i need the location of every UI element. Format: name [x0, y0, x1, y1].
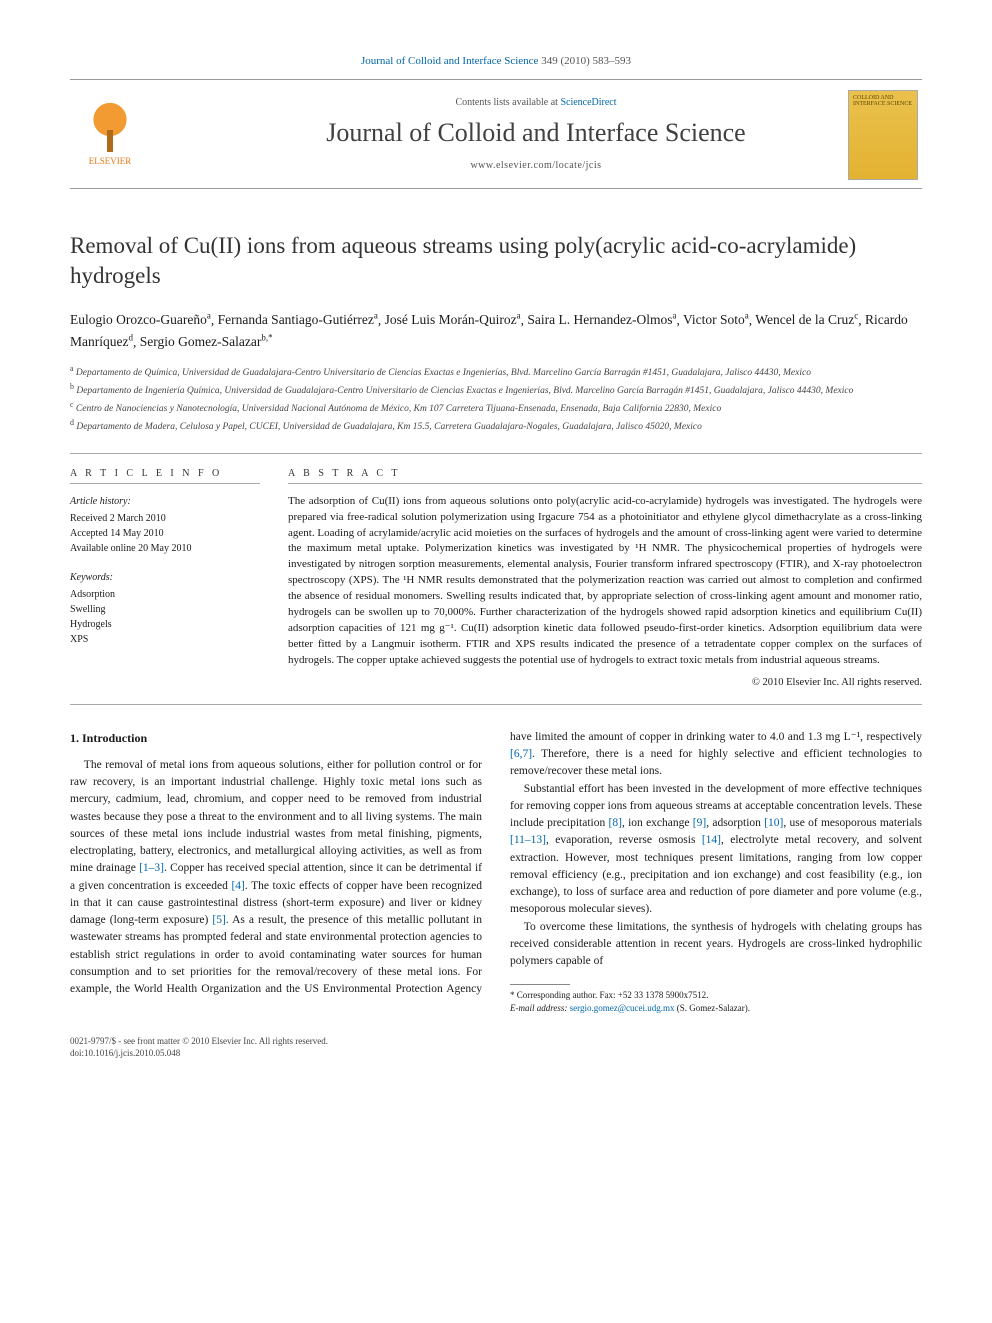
author: Sergio Gomez-Salazarb,*: [140, 334, 273, 349]
author: Victor Sotoa: [683, 312, 749, 327]
body-span: , electrolyte metal recovery, and solven…: [510, 834, 922, 915]
keyword: Adsorption: [70, 587, 260, 602]
citation-link[interactable]: [5]: [212, 914, 225, 926]
keyword: Swelling: [70, 602, 260, 617]
affiliation: b Departamento de Ingeniería Química, Un…: [70, 381, 922, 399]
footnote-email-who: (S. Gomez-Salazar).: [675, 1003, 750, 1013]
section-heading: 1. Introduction: [70, 729, 482, 747]
keywords-label: Keywords:: [70, 570, 260, 585]
body-span: , ion exchange: [622, 817, 693, 829]
article-title: Removal of Cu(II) ions from aqueous stre…: [70, 231, 922, 291]
corresponding-footnote: * Corresponding author. Fax: +52 33 1378…: [510, 989, 922, 1014]
affiliation-list: a Departamento de Química, Universidad d…: [70, 363, 922, 435]
abstract-heading: A B S T R A C T: [288, 468, 922, 484]
footnote-email-link[interactable]: sergio.gomez@cucei.udg.mx: [570, 1003, 675, 1013]
journal-url[interactable]: www.elsevier.com/locate/jcis: [150, 160, 922, 171]
body-span: The removal of metal ions from aqueous s…: [70, 759, 482, 875]
running-head: Journal of Colloid and Interface Science…: [70, 55, 922, 67]
copyright-line: © 2010 Elsevier Inc. All rights reserved…: [288, 677, 922, 688]
info-heading: A R T I C L E I N F O: [70, 468, 260, 484]
citation-link[interactable]: [1–3]: [139, 862, 164, 874]
body-span: , use of mesoporous materials: [783, 817, 922, 829]
history-line: Received 2 March 2010: [70, 511, 260, 526]
citation-link[interactable]: [11–13]: [510, 834, 546, 846]
author-list: Eulogio Orozco-Guareñoa, Fernanda Santia…: [70, 309, 922, 353]
publisher-name: ELSEVIER: [70, 156, 150, 166]
history-label: Article history:: [70, 494, 260, 509]
citation-link[interactable]: [6,7]: [510, 748, 532, 760]
sciencedirect-link[interactable]: ScienceDirect: [560, 97, 616, 108]
keywords-lines: AdsorptionSwellingHydrogelsXPS: [70, 587, 260, 647]
article-info: A R T I C L E I N F O Article history: R…: [70, 468, 260, 688]
citation-link[interactable]: [8]: [609, 817, 622, 829]
cover-label: COLLOID AND INTERFACE SCIENCE: [853, 95, 913, 107]
elsevier-tree-icon: [85, 102, 135, 152]
history-line: Accepted 14 May 2010: [70, 526, 260, 541]
citation-link[interactable]: [9]: [693, 817, 706, 829]
keyword: XPS: [70, 632, 260, 647]
contents-line: Contents lists available at ScienceDirec…: [150, 97, 922, 108]
issn-line: 0021-9797/$ - see front matter © 2010 El…: [70, 1035, 922, 1048]
running-head-cite: 349 (2010) 583–593: [541, 55, 631, 67]
body-paragraph: To overcome these limitations, the synth…: [510, 919, 922, 971]
keyword: Hydrogels: [70, 617, 260, 632]
author: Fernanda Santiago-Gutiérreza: [218, 312, 378, 327]
author: Wencel de la Cruzc: [755, 312, 858, 327]
body-text: 1. Introduction The removal of metal ion…: [70, 729, 922, 1015]
author: Saira L. Hernandez-Olmosa: [527, 312, 676, 327]
footnote-rule: [510, 984, 570, 985]
citation-link[interactable]: [14]: [702, 834, 721, 846]
publisher-logo[interactable]: ELSEVIER: [70, 102, 150, 166]
history-line: Available online 20 May 2010: [70, 541, 260, 556]
journal-cover-thumb[interactable]: COLLOID AND INTERFACE SCIENCE: [848, 90, 918, 180]
body-span: , evaporation, reverse osmosis: [546, 834, 702, 846]
history-lines: Received 2 March 2010Accepted 14 May 201…: [70, 511, 260, 556]
affiliation: d Departamento de Madera, Celulosa y Pap…: [70, 417, 922, 435]
affiliation: c Centro de Nanociencias y Nanotecnologí…: [70, 399, 922, 417]
masthead: ELSEVIER Contents lists available at Sci…: [70, 79, 922, 189]
body-span: , adsorption: [706, 817, 764, 829]
footnote-email-label: E-mail address:: [510, 1003, 567, 1013]
author: José Luis Morán-Quiroza: [385, 312, 521, 327]
front-matter-line: 0021-9797/$ - see front matter © 2010 El…: [70, 1035, 922, 1060]
footnote-corr: * Corresponding author. Fax: +52 33 1378…: [510, 989, 922, 1002]
affiliation: a Departamento de Química, Universidad d…: [70, 363, 922, 381]
doi-line: doi:10.1016/j.jcis.2010.05.048: [70, 1047, 922, 1060]
citation-link[interactable]: [4]: [231, 880, 244, 892]
author: Eulogio Orozco-Guareñoa: [70, 312, 211, 327]
body-span: . Therefore, there is a need for highly …: [510, 748, 922, 777]
abstract-text: The adsorption of Cu(II) ions from aqueo…: [288, 494, 922, 669]
abstract: A B S T R A C T The adsorption of Cu(II)…: [288, 468, 922, 688]
journal-name: Journal of Colloid and Interface Science: [150, 118, 922, 148]
running-head-journal[interactable]: Journal of Colloid and Interface Science: [361, 55, 538, 67]
citation-link[interactable]: [10]: [764, 817, 783, 829]
